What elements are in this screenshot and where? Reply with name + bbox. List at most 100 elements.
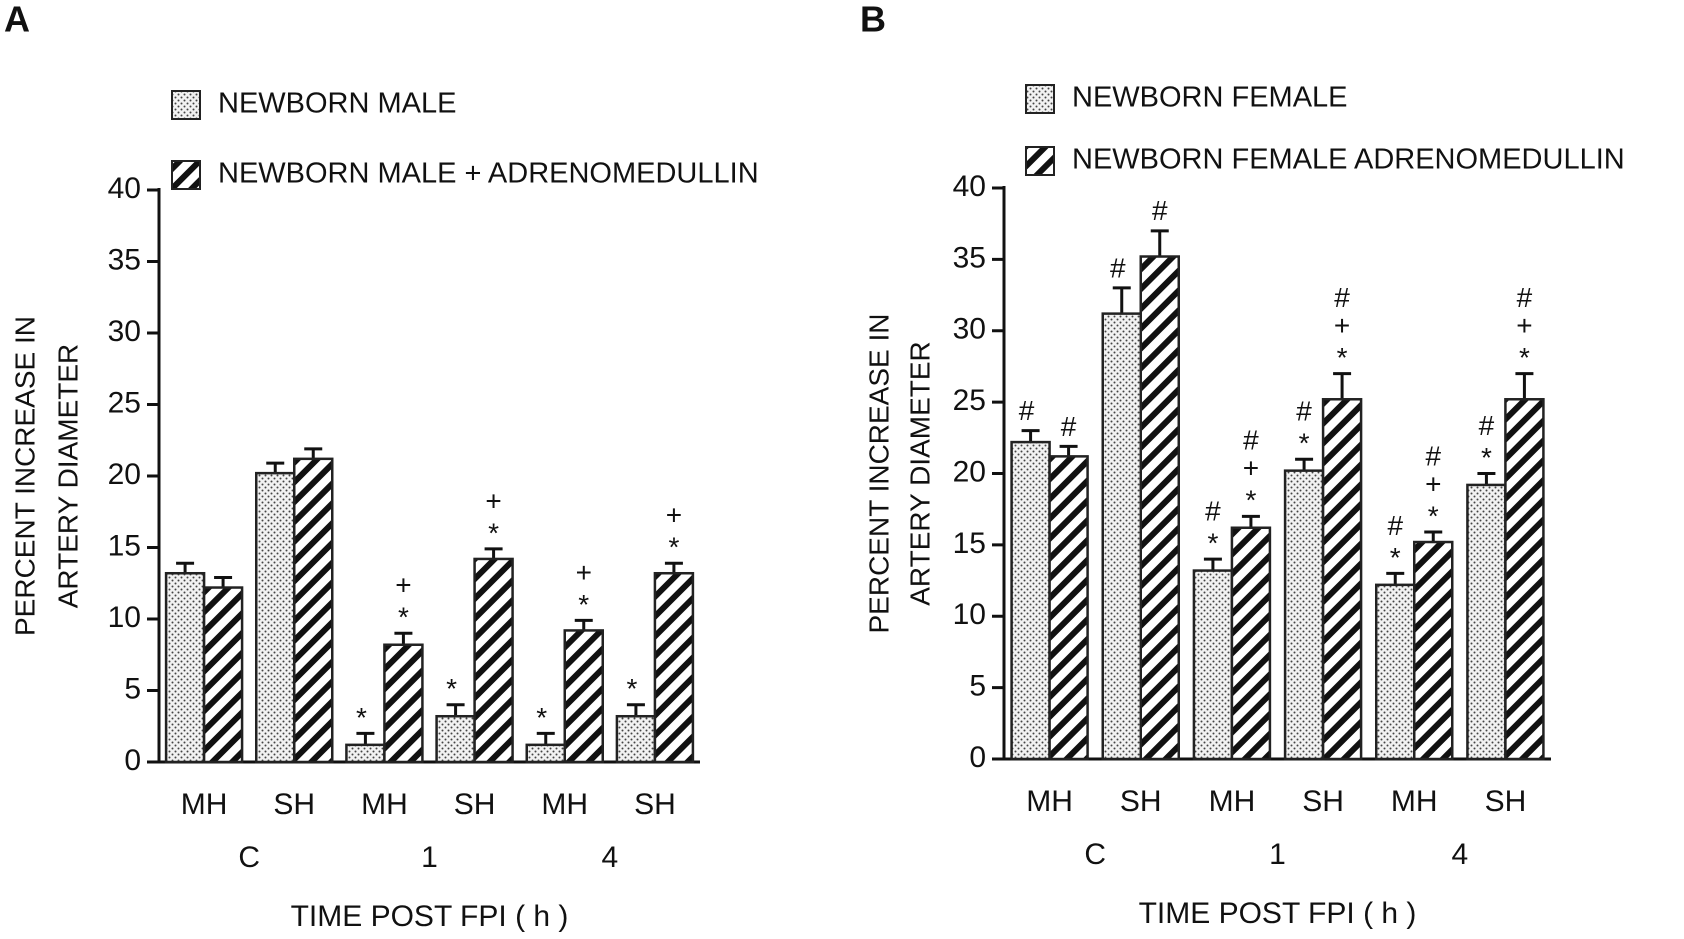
bar xyxy=(1101,312,1142,761)
bar xyxy=(255,471,296,764)
significance-mark: * xyxy=(1299,428,1310,459)
y-tick-label: 30 xyxy=(953,313,986,346)
x-tick-label: SH xyxy=(454,788,496,821)
bar xyxy=(1010,440,1051,761)
significance-mark: # xyxy=(1110,252,1126,283)
y-axis-label: ARTERY DIAMETER xyxy=(904,341,935,606)
significance-mark: + xyxy=(1334,310,1350,341)
y-tick-label: 30 xyxy=(108,315,141,348)
y-tick-label: 40 xyxy=(108,172,141,205)
y-tick-label: 0 xyxy=(969,741,986,774)
significance-mark: # xyxy=(1061,411,1077,442)
significance-mark: * xyxy=(488,517,499,548)
significance-mark: * xyxy=(578,589,589,620)
group-label: C xyxy=(1084,838,1106,871)
y-tick-label: 35 xyxy=(953,241,986,274)
y-tick-label: 10 xyxy=(953,598,986,631)
significance-mark: * xyxy=(1428,500,1439,531)
group-label: 1 xyxy=(1269,838,1286,871)
significance-mark: * xyxy=(1337,342,1348,373)
x-tick-label: MH xyxy=(1026,785,1073,818)
legend-swatch xyxy=(171,90,201,120)
bar xyxy=(1230,526,1272,761)
legend-label: NEWBORN MALE + ADRENOMEDULLIN xyxy=(218,158,759,190)
significance-mark: + xyxy=(576,557,592,588)
bar xyxy=(164,571,206,764)
legend-label: NEWBORN MALE xyxy=(218,88,456,120)
legend-swatch xyxy=(1025,146,1055,176)
legend-label: NEWBORN FEMALE xyxy=(1072,82,1348,114)
bar xyxy=(1283,469,1325,761)
bar xyxy=(383,643,424,764)
x-tick-label: SH xyxy=(1120,785,1162,818)
bar xyxy=(202,586,244,764)
significance-mark: + xyxy=(1425,468,1441,499)
group-label: 1 xyxy=(421,841,438,874)
x-axis-label: TIME POST FPI ( h ) xyxy=(1139,897,1417,930)
significance-mark: * xyxy=(626,673,637,704)
y-tick-label: 25 xyxy=(108,386,141,419)
bar xyxy=(1139,255,1180,761)
panel-label: B xyxy=(860,0,886,40)
legend-swatch xyxy=(171,160,201,190)
significance-mark: * xyxy=(356,702,367,733)
x-tick-label: MH xyxy=(1391,785,1438,818)
x-tick-label: MH xyxy=(1209,785,1256,818)
y-axis-label: PERCENT INCREASE IN xyxy=(863,314,894,634)
significance-mark: + xyxy=(1243,453,1259,484)
significance-mark: # xyxy=(1479,410,1495,441)
bar xyxy=(435,714,476,764)
significance-mark: * xyxy=(398,602,409,633)
significance-mark: # xyxy=(1152,195,1168,226)
x-tick-label: SH xyxy=(273,788,315,821)
x-tick-label: SH xyxy=(1485,785,1527,818)
bar xyxy=(525,743,566,764)
y-axis-label: ARTERY DIAMETER xyxy=(52,344,83,609)
x-tick-label: MH xyxy=(541,788,588,821)
significance-mark: # xyxy=(1296,396,1312,427)
significance-mark: # xyxy=(1425,440,1441,471)
y-tick-label: 5 xyxy=(969,670,986,703)
significance-mark: * xyxy=(1481,442,1492,473)
legend-swatch xyxy=(1025,84,1055,114)
significance-mark: * xyxy=(1519,342,1530,373)
significance-mark: # xyxy=(1387,510,1403,541)
bar xyxy=(1321,398,1363,761)
bar xyxy=(293,457,334,764)
significance-mark: * xyxy=(446,673,457,704)
significance-mark: # xyxy=(1517,282,1533,313)
bar xyxy=(1192,569,1234,761)
significance-mark: * xyxy=(1390,542,1401,573)
bar xyxy=(345,743,386,764)
significance-mark: + xyxy=(395,570,411,601)
significance-mark: * xyxy=(668,532,679,563)
y-tick-label: 5 xyxy=(124,672,141,705)
bar xyxy=(615,714,657,764)
y-tick-label: 10 xyxy=(108,601,141,634)
significance-mark: + xyxy=(485,485,501,516)
bar xyxy=(1413,540,1454,761)
significance-mark: # xyxy=(1243,425,1259,456)
x-axis-label: TIME POST FPI ( h ) xyxy=(291,900,569,933)
legend-label: NEWBORN FEMALE ADRENOMEDULLIN xyxy=(1072,144,1625,176)
panel-label: A xyxy=(4,0,30,40)
y-axis-label: PERCENT INCREASE IN xyxy=(9,316,40,636)
significance-mark: # xyxy=(1334,282,1350,313)
significance-mark: * xyxy=(536,702,547,733)
bar xyxy=(653,571,695,764)
x-tick-label: MH xyxy=(181,788,228,821)
bar xyxy=(563,629,604,764)
x-tick-label: SH xyxy=(634,788,676,821)
y-tick-label: 25 xyxy=(953,384,986,417)
bar xyxy=(1375,583,1416,761)
y-tick-label: 15 xyxy=(108,529,141,562)
significance-mark: # xyxy=(1205,496,1221,527)
x-tick-label: SH xyxy=(1302,785,1344,818)
significance-mark: + xyxy=(666,500,682,531)
significance-mark: + xyxy=(1516,310,1532,341)
y-tick-label: 15 xyxy=(953,527,986,560)
group-label: 4 xyxy=(1451,838,1468,871)
y-tick-label: 20 xyxy=(108,458,141,491)
significance-mark: * xyxy=(1245,485,1256,516)
